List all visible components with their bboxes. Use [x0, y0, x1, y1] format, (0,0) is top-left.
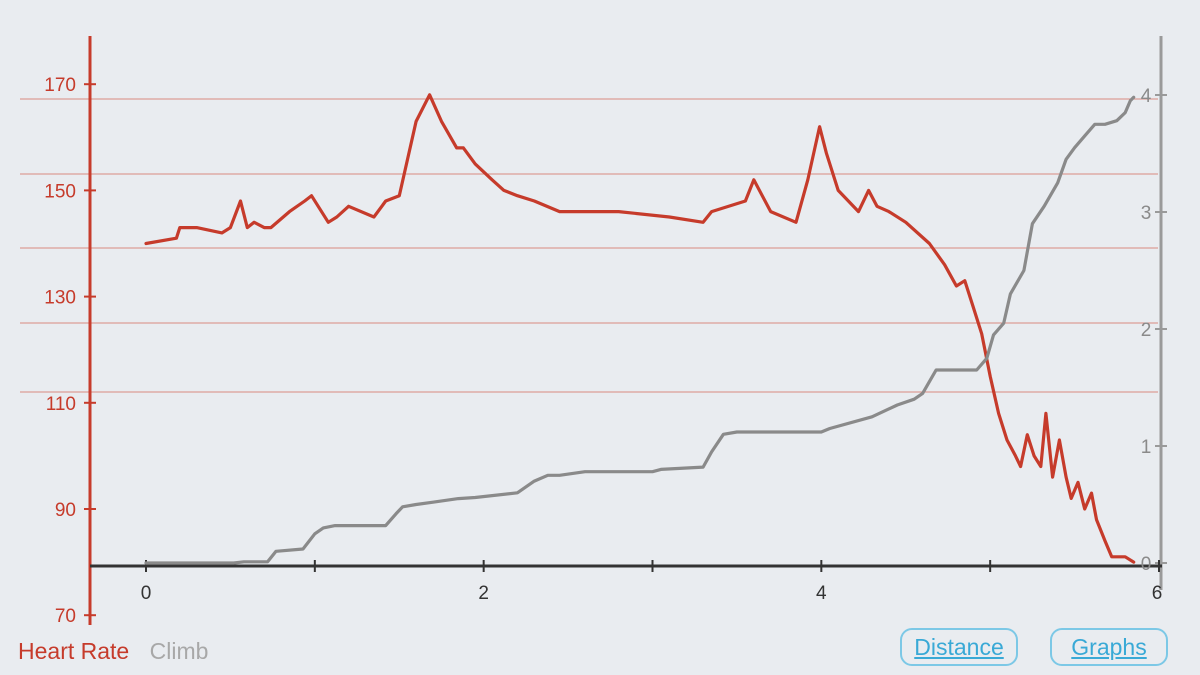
right-tick-label-1: 1 — [1141, 437, 1152, 458]
chart-area: 70 90 110 130 150 170 0 1 2 3 4 0 2 4 6 — [20, 36, 1167, 625]
right-tick-label-3: 3 — [1141, 203, 1152, 224]
left-tick-label-130: 130 — [44, 288, 76, 309]
left-tick-label-70: 70 — [55, 606, 76, 625]
x-tick-label-6: 6 — [1152, 583, 1163, 604]
x-tick-label-4: 4 — [816, 583, 827, 604]
series-line-climb — [144, 95, 1136, 565]
legend: Heart Rate Climb — [18, 638, 222, 665]
x-tick-label-0: 0 — [141, 583, 152, 604]
right-tick-label-0: 0 — [1141, 554, 1152, 575]
left-tick-label-110: 110 — [46, 394, 76, 415]
series-line-heart-rate — [144, 93, 1136, 564]
series-lines — [144, 93, 1136, 565]
left-tick-label-150: 150 — [44, 181, 76, 202]
legend-climb[interactable]: Climb — [149, 638, 209, 664]
distance-button[interactable]: Distance — [900, 628, 1018, 666]
right-tick-label-4: 4 — [1141, 86, 1152, 107]
axes — [84, 36, 1167, 625]
graphs-button[interactable]: Graphs — [1050, 628, 1168, 666]
legend-heart-rate[interactable]: Heart Rate — [18, 638, 130, 664]
gridlines — [20, 98, 1158, 393]
right-tick-label-2: 2 — [1141, 320, 1152, 341]
left-tick-label-90: 90 — [55, 500, 76, 521]
x-tick-label-2: 2 — [478, 583, 489, 604]
tick-labels: 70 90 110 130 150 170 0 1 2 3 4 0 2 4 6 — [44, 75, 1162, 625]
left-tick-label-170: 170 — [44, 75, 76, 96]
